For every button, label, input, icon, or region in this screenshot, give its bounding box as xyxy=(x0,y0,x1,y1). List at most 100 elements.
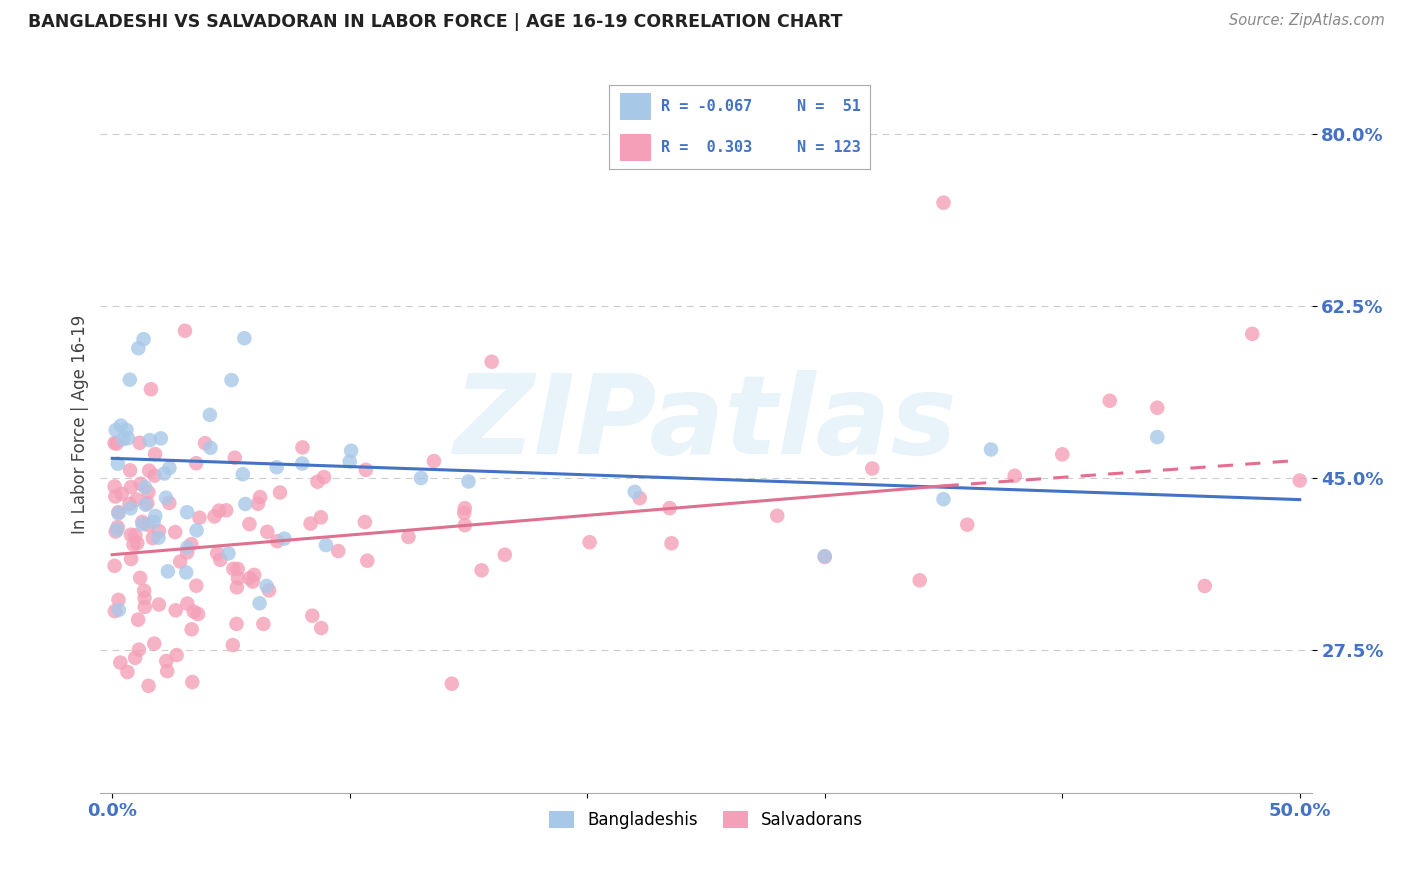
Point xyxy=(110,656,132,670)
Point xyxy=(440,677,463,691)
Text: BANGLADESHI VS SALVADORAN IN LABOR FORCE | AGE 16-19 CORRELATION CHART: BANGLADESHI VS SALVADORAN IN LABOR FORCE… xyxy=(28,13,842,31)
Point xyxy=(134,591,156,605)
Point xyxy=(165,525,187,540)
Point xyxy=(235,497,257,511)
Point xyxy=(188,510,211,524)
Point xyxy=(226,571,249,585)
Point xyxy=(1146,401,1168,415)
Point xyxy=(118,497,141,511)
Point xyxy=(356,554,378,568)
Point xyxy=(209,553,232,567)
Point xyxy=(180,537,202,551)
Point xyxy=(222,562,245,576)
Point xyxy=(354,463,377,477)
Point xyxy=(249,490,271,504)
Point xyxy=(1004,468,1026,483)
Point xyxy=(107,457,129,471)
Point xyxy=(194,436,217,450)
Point xyxy=(200,441,222,455)
Point xyxy=(156,565,179,579)
Point xyxy=(157,496,180,510)
Point xyxy=(215,503,238,517)
Point xyxy=(148,598,170,612)
Point xyxy=(153,467,176,481)
Point xyxy=(183,605,205,619)
Point xyxy=(315,538,337,552)
Point xyxy=(1052,447,1074,461)
Point xyxy=(766,508,789,523)
Point xyxy=(142,531,165,545)
Point xyxy=(107,592,129,607)
Point xyxy=(354,515,377,529)
Point xyxy=(661,536,683,550)
Point xyxy=(107,507,129,521)
Point xyxy=(165,603,187,617)
Point xyxy=(1098,393,1121,408)
Point xyxy=(128,435,150,450)
Point xyxy=(249,596,271,610)
Point xyxy=(135,498,157,512)
Point xyxy=(142,515,165,529)
Point xyxy=(104,423,127,437)
Point xyxy=(814,549,837,564)
Point xyxy=(494,548,516,562)
Point xyxy=(186,579,208,593)
Point xyxy=(623,484,645,499)
Point xyxy=(217,546,239,560)
Point xyxy=(107,603,129,617)
Point xyxy=(115,423,138,437)
Point xyxy=(176,505,198,519)
Point xyxy=(328,544,350,558)
Point xyxy=(176,541,198,555)
Point xyxy=(1288,474,1310,488)
Point xyxy=(129,476,152,491)
Point xyxy=(453,506,475,520)
Point xyxy=(291,441,314,455)
Point xyxy=(107,520,129,534)
Point xyxy=(1241,326,1264,341)
Text: Source: ZipAtlas.com: Source: ZipAtlas.com xyxy=(1229,13,1385,29)
Point xyxy=(814,549,837,564)
Point xyxy=(105,523,128,537)
Point xyxy=(224,450,246,465)
Point xyxy=(221,373,243,387)
Point xyxy=(120,480,142,494)
Point xyxy=(396,530,419,544)
Point xyxy=(125,492,148,507)
Point xyxy=(157,461,180,475)
Point xyxy=(291,457,314,471)
Point xyxy=(481,355,503,369)
Point xyxy=(124,528,146,542)
Point xyxy=(129,571,152,585)
Point xyxy=(143,637,166,651)
Point xyxy=(628,491,651,505)
Point xyxy=(187,607,209,621)
Point xyxy=(166,648,188,662)
Point xyxy=(131,517,153,532)
Point xyxy=(105,436,128,450)
Point xyxy=(860,461,883,475)
Point xyxy=(136,496,159,510)
Point xyxy=(242,574,264,589)
Point xyxy=(174,566,197,580)
Text: ZIPatlas: ZIPatlas xyxy=(454,370,957,477)
Point xyxy=(204,509,226,524)
Point xyxy=(225,616,247,631)
Point xyxy=(136,518,159,533)
Point xyxy=(299,516,322,531)
Point xyxy=(340,443,363,458)
Point xyxy=(238,517,260,532)
Point xyxy=(120,552,142,566)
Point xyxy=(122,537,145,551)
Point xyxy=(301,608,323,623)
Point xyxy=(232,467,254,482)
Point xyxy=(1146,430,1168,444)
Point xyxy=(309,510,332,524)
Point xyxy=(104,436,127,450)
Point xyxy=(471,563,494,577)
Point xyxy=(266,534,288,549)
Point xyxy=(246,497,269,511)
Point xyxy=(273,532,295,546)
Point xyxy=(309,621,332,635)
Point xyxy=(423,454,446,468)
